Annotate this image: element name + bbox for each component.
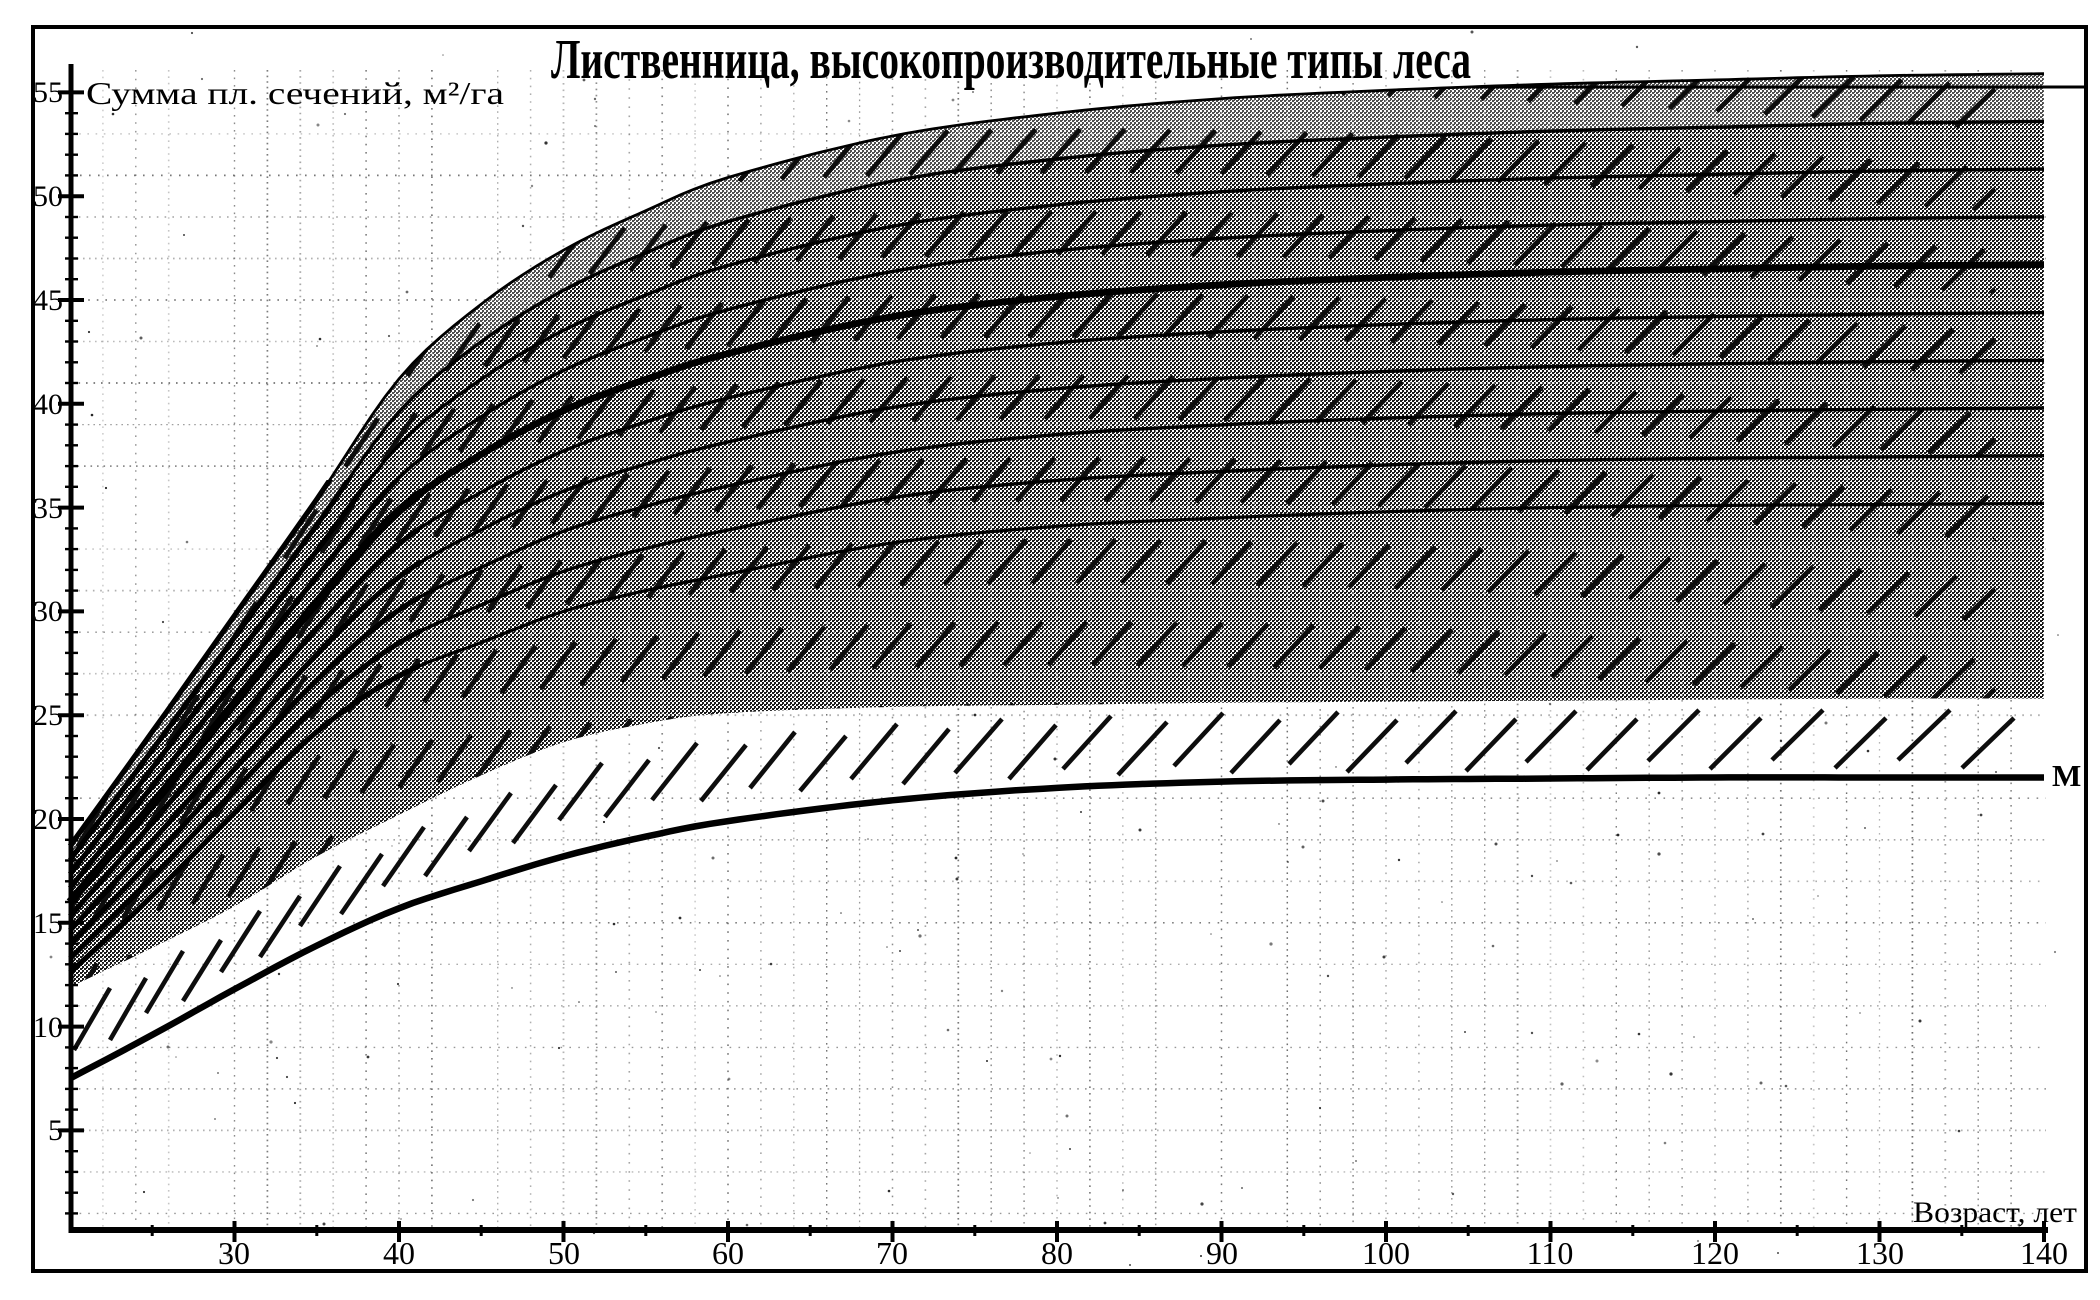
svg-text:50: 50 — [33, 180, 63, 213]
svg-text:45: 45 — [33, 284, 63, 317]
svg-text:25: 25 — [33, 699, 63, 732]
svg-text:60: 60 — [712, 1235, 744, 1271]
svg-text:30: 30 — [218, 1235, 250, 1271]
svg-text:40: 40 — [33, 388, 63, 421]
svg-text:50: 50 — [548, 1235, 580, 1271]
svg-text:30: 30 — [33, 595, 63, 628]
svg-text:M: M — [2052, 758, 2081, 793]
svg-text:Лиственница, высокопроизводите: Лиственница, высокопроизводительные типы… — [551, 29, 1471, 91]
svg-text:Возраст, лет: Возраст, лет — [1913, 1196, 2077, 1229]
svg-text:130: 130 — [1856, 1235, 1904, 1271]
svg-text:140: 140 — [2020, 1235, 2068, 1271]
svg-text:15: 15 — [33, 907, 63, 940]
svg-text:5: 5 — [48, 1114, 63, 1147]
svg-text:80: 80 — [1041, 1235, 1073, 1271]
svg-text:100: 100 — [1362, 1235, 1410, 1271]
svg-text:120: 120 — [1691, 1235, 1739, 1271]
svg-text:20: 20 — [33, 803, 63, 836]
svg-text:90: 90 — [1206, 1235, 1238, 1271]
svg-text:55: 55 — [33, 76, 63, 109]
svg-text:40: 40 — [383, 1235, 415, 1271]
svg-text:35: 35 — [33, 492, 63, 525]
svg-text:Сумма пл. сечений, м²/га: Сумма пл. сечений, м²/га — [86, 75, 504, 111]
svg-text:10: 10 — [33, 1011, 63, 1044]
svg-text:110: 110 — [1527, 1235, 1574, 1271]
svg-text:70: 70 — [876, 1235, 908, 1271]
